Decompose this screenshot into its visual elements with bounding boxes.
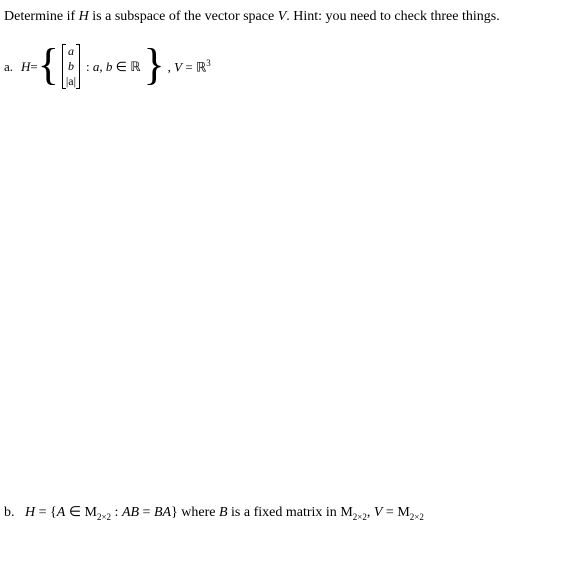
vec-row-1: a [68, 44, 74, 59]
vec-row-3: |a| [66, 74, 76, 89]
text: . Hint: you need to check three things. [286, 9, 499, 24]
in: ∈ [65, 505, 84, 520]
vec-row-2: b [68, 59, 74, 74]
var-AB: AB [122, 505, 139, 520]
equals: = [30, 59, 37, 75]
var-B: B [219, 505, 228, 520]
set-R: ℝ [130, 59, 140, 74]
var-H: H [25, 505, 35, 520]
dim: 2×2 [410, 512, 424, 522]
in: ∈ [112, 59, 130, 74]
part-b-label: b. [4, 505, 15, 520]
text: = { [35, 505, 57, 520]
part-b: b. H = {A ∈ M2×2 : AB = BA} where B is a… [4, 504, 424, 522]
set-M: M [85, 505, 97, 520]
v-equals: , V = ℝ3 [168, 58, 211, 75]
text: Determine if [4, 9, 79, 24]
set-M: M [397, 505, 409, 520]
equals: = [382, 505, 397, 520]
exp-3: 3 [206, 58, 211, 68]
part-a-label: a. [4, 59, 13, 75]
var-V: V [174, 59, 182, 74]
comma: , [367, 505, 374, 520]
var-V: V [278, 9, 287, 24]
text: } where [171, 505, 219, 520]
colon: : [86, 59, 93, 74]
equals: = [182, 59, 196, 74]
equals: = [139, 505, 154, 520]
text: is a fixed matrix in [228, 505, 341, 520]
set-condition: : a, b ∈ ℝ [86, 59, 141, 75]
set-R3: ℝ [196, 59, 206, 74]
var-H: H [21, 59, 30, 75]
var-H: H [79, 9, 89, 24]
text: is a subspace of the vector space [89, 9, 278, 24]
var-BA: BA [154, 505, 171, 520]
problem-prompt: Determine if H is a subspace of the vect… [4, 8, 560, 26]
part-a: a. H = { a b |a| : a, b ∈ ℝ } , V = ℝ3 [4, 44, 560, 89]
equation-a: H = { a b |a| : a, b ∈ ℝ } , V = ℝ3 [21, 44, 214, 89]
cond-vars: a, b [93, 59, 113, 74]
colon: : [111, 505, 122, 520]
dim: 2×2 [97, 512, 111, 522]
set-M: M [340, 505, 352, 520]
dim: 2×2 [353, 512, 367, 522]
column-vector: a b |a| [62, 44, 80, 89]
